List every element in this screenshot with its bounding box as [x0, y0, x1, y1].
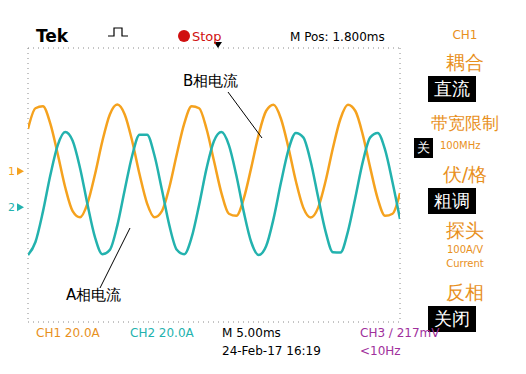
html-text:关: 关 [417, 140, 430, 155]
html-text:CH1 20.0A: CH1 20.0A [36, 326, 100, 340]
html-text:24-Feb-17 16:19: 24-Feb-17 16:19 [222, 344, 321, 358]
html-text:反相: 反相 [446, 281, 484, 303]
html-text:Tek: Tek [36, 26, 69, 46]
html-text:耦合: 耦合 [446, 51, 484, 73]
html-text:伏/格: 伏/格 [442, 163, 488, 185]
html-text:直流: 直流 [434, 78, 470, 99]
html-text:粗调: 粗调 [434, 190, 470, 211]
html-text:M Pos: 1.800ms: M Pos: 1.800ms [290, 30, 385, 44]
html-text:B相电流: B相电流 [183, 72, 239, 90]
html-text:CH1: CH1 [452, 28, 478, 42]
html-text:M 5.00ms: M 5.00ms [222, 326, 281, 340]
html-text:100MHz: 100MHz [440, 140, 481, 151]
html-text:CH3 ∕ 217mV: CH3 ∕ 217mV [360, 326, 440, 340]
html-text:100A/V: 100A/V [446, 244, 484, 255]
html-text:Current: Current [446, 258, 484, 269]
html-text:CH2 20.0A: CH2 20.0A [130, 326, 194, 340]
html-text:<10Hz: <10Hz [360, 344, 401, 358]
html-text:探头: 探头 [446, 219, 484, 241]
html-text:关闭: 关闭 [434, 308, 470, 329]
html-text:带宽限制: 带宽限制 [431, 113, 499, 133]
html-text:A相电流: A相电流 [66, 286, 122, 304]
svg-text:1: 1 [8, 165, 15, 178]
svg-text:2: 2 [8, 201, 15, 214]
html-text:Stop: Stop [192, 29, 222, 44]
